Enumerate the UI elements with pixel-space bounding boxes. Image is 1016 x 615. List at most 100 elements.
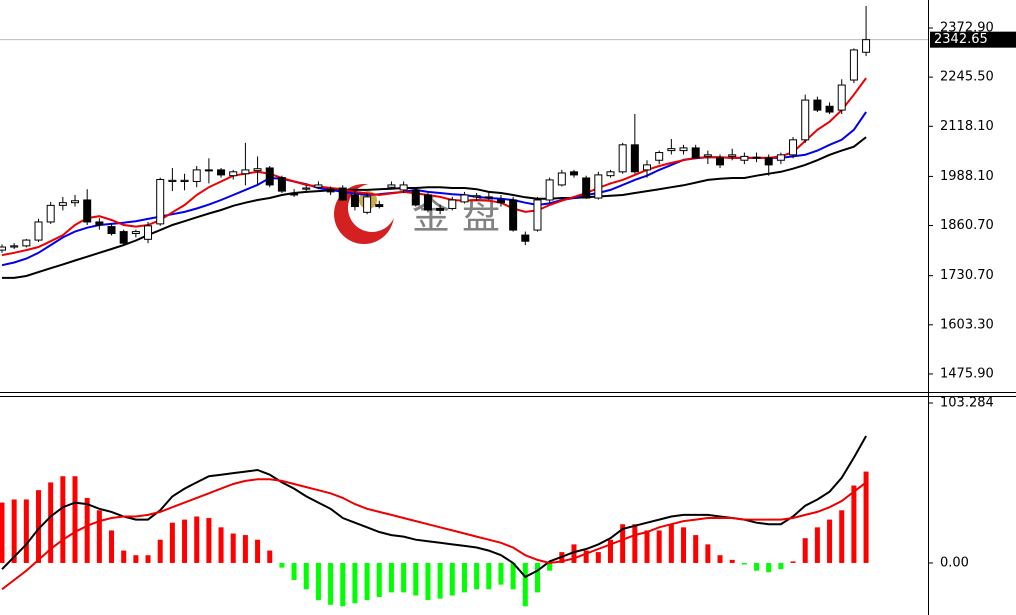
candle-body xyxy=(521,234,530,242)
last-price-box xyxy=(930,31,1016,48)
y-tick-label: 2118.10 xyxy=(940,119,994,134)
histogram-bar xyxy=(145,555,151,563)
candle-body xyxy=(801,99,810,141)
candle-body xyxy=(594,174,603,199)
candle-body xyxy=(557,172,566,186)
candle-body xyxy=(789,139,798,156)
histogram-bar xyxy=(693,535,699,563)
candle-body xyxy=(691,147,700,159)
histogram-bar xyxy=(206,518,212,563)
histogram-bar xyxy=(48,482,54,563)
indicator-line xyxy=(1,77,867,257)
candle-body xyxy=(740,155,749,161)
candle-body xyxy=(496,199,505,204)
histogram-bar xyxy=(534,562,540,593)
candle-body xyxy=(472,195,481,198)
candle-body xyxy=(144,225,153,240)
histogram-bar xyxy=(425,562,431,601)
candle-body xyxy=(436,207,445,211)
histogram-bar xyxy=(486,562,492,590)
candle-body xyxy=(630,144,639,173)
histogram-bar xyxy=(23,499,29,563)
candle-body xyxy=(862,39,871,53)
candle-body xyxy=(655,152,664,161)
histogram-bar xyxy=(608,539,613,563)
histogram-bar xyxy=(668,524,674,563)
histogram-bar xyxy=(583,550,589,563)
candle-body xyxy=(58,202,67,206)
histogram-bar xyxy=(11,499,17,563)
candle-body xyxy=(290,192,299,196)
histogram-bar xyxy=(522,562,528,607)
candle-body xyxy=(849,49,858,81)
histogram-bar xyxy=(474,562,480,590)
candle-body xyxy=(241,169,250,175)
candle-body xyxy=(229,171,238,177)
histogram-bar xyxy=(230,533,236,563)
candle-body xyxy=(22,239,31,247)
histogram-bar xyxy=(352,562,358,604)
histogram-bar xyxy=(790,561,796,563)
histogram-bar xyxy=(109,530,115,563)
candle-body xyxy=(509,199,518,231)
candle-body xyxy=(338,187,347,201)
y-tick-label: 1603.30 xyxy=(940,317,994,332)
histogram-bar xyxy=(851,485,857,563)
candle-body xyxy=(703,154,712,157)
candle-body xyxy=(813,99,822,111)
candle-body xyxy=(606,171,615,177)
candle-body xyxy=(46,204,55,223)
histogram-bar xyxy=(681,527,687,563)
candle-body xyxy=(837,84,846,111)
y-tick-label: 1860.70 xyxy=(940,218,994,233)
histogram-bar xyxy=(169,522,175,563)
histogram-bar xyxy=(632,524,638,563)
histogram-bar xyxy=(449,562,455,596)
histogram-bar xyxy=(656,530,662,563)
histogram-bar xyxy=(863,471,869,563)
candle-body xyxy=(411,189,420,206)
candle-body xyxy=(10,245,19,248)
y-tick-label: 1730.70 xyxy=(940,268,994,283)
logo xyxy=(334,184,396,244)
candle-body xyxy=(302,187,311,190)
histogram-bar xyxy=(376,562,382,598)
candle-body xyxy=(776,154,785,161)
candle-body xyxy=(582,177,591,199)
candle-body xyxy=(569,171,578,176)
histogram-bar xyxy=(0,502,5,563)
candle-body xyxy=(643,164,652,171)
histogram-bar xyxy=(571,544,577,563)
candle-body xyxy=(764,157,773,166)
candle-body xyxy=(314,184,323,188)
histogram-bar xyxy=(595,552,601,563)
histogram-bar xyxy=(778,562,784,570)
histogram-bar xyxy=(827,519,833,563)
histogram-bar xyxy=(242,535,248,563)
histogram-bar xyxy=(729,559,735,563)
histogram-bar xyxy=(157,539,163,563)
histogram-bar xyxy=(620,524,626,563)
candle-body xyxy=(545,179,554,201)
candle-body xyxy=(83,199,92,223)
candle-body xyxy=(728,154,737,157)
candle-body xyxy=(618,144,627,173)
histogram-bar xyxy=(72,476,78,563)
histogram-bar xyxy=(413,562,419,596)
histogram-bar xyxy=(328,562,334,605)
candle-body xyxy=(423,194,432,211)
candle-body xyxy=(363,196,372,213)
histogram-bar xyxy=(194,516,200,563)
histogram-bar xyxy=(96,510,102,563)
histogram-bar xyxy=(182,519,188,563)
candle-body xyxy=(716,157,725,166)
last-price-label: 2342.65 xyxy=(934,32,988,47)
candle-body xyxy=(180,179,189,182)
y-tick-label: 1475.90 xyxy=(940,366,994,381)
candle-body xyxy=(484,196,493,199)
histogram-bar xyxy=(754,562,760,571)
histogram-bar xyxy=(741,562,747,565)
candle-body xyxy=(387,184,396,188)
histogram-bar xyxy=(255,539,261,563)
histogram-bar xyxy=(814,527,820,563)
